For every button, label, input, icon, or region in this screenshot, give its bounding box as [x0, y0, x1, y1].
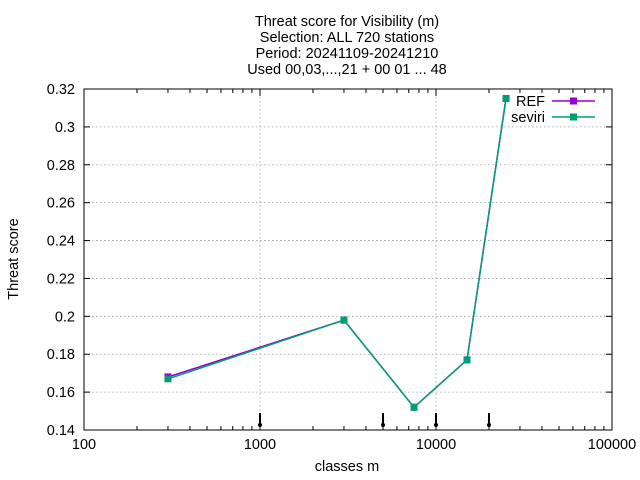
chart-title: Threat score for Visibility (m) Selectio…: [247, 14, 447, 78]
y-tick-label: 0.28: [47, 158, 75, 174]
y-axis-ticks: 0.14 0.16 0.18 0.2 0.22 0.24 0.26 0.28 0.3 0.32: [47, 82, 612, 439]
plot-frame: [83, 88, 613, 431]
title-line-4: Used 00,03,...,21 + 00 01 ... 48: [247, 62, 447, 78]
grid: [84, 89, 612, 430]
legend-marker-seviri: [570, 113, 577, 121]
title-line-3: Period: 20241109-20241210: [256, 46, 439, 62]
data-point-seviri: [502, 94, 510, 102]
y-tick-label: 0.32: [47, 82, 75, 98]
y-tick-label: 0.24: [47, 234, 75, 250]
title-line-1: Threat score for Visibility (m): [255, 14, 439, 30]
data-point-seviri: [340, 316, 348, 324]
y-axis-label: Threat score: [6, 218, 22, 299]
legend-marker-ref: [570, 97, 577, 105]
y-tick-label: 0.14: [47, 423, 75, 439]
title-line-2: Selection: ALL 720 stations: [260, 30, 434, 46]
x-tick-label: 100: [72, 437, 96, 453]
class-marker-dot: [486, 423, 491, 427]
data-point-seviri: [164, 375, 172, 383]
legend-label-ref: REF: [516, 94, 545, 110]
x-tick-label: 1000: [244, 437, 276, 453]
y-tick-label: 0.2: [55, 309, 75, 325]
legend-label-seviri: seviri: [511, 110, 545, 126]
y-tick-label: 0.26: [47, 196, 75, 212]
data-point-seviri: [463, 356, 471, 364]
x-axis-label: classes m: [315, 459, 379, 475]
x-axis-ticks: 100 1000 10000 100000: [72, 89, 636, 453]
series-line-ref: [167, 98, 507, 409]
class-marker-dot: [381, 423, 386, 427]
y-tick-label: 0.3: [55, 120, 75, 136]
x-tick-label: 100000: [588, 437, 636, 453]
data-point-seviri: [410, 403, 418, 411]
x-tick-label: 10000: [416, 437, 456, 453]
y-tick-label: 0.22: [47, 271, 75, 287]
y-tick-label: 0.18: [47, 347, 75, 363]
class-markers: [258, 413, 491, 427]
y-tick-label: 0.16: [47, 385, 75, 401]
series: [164, 94, 510, 411]
